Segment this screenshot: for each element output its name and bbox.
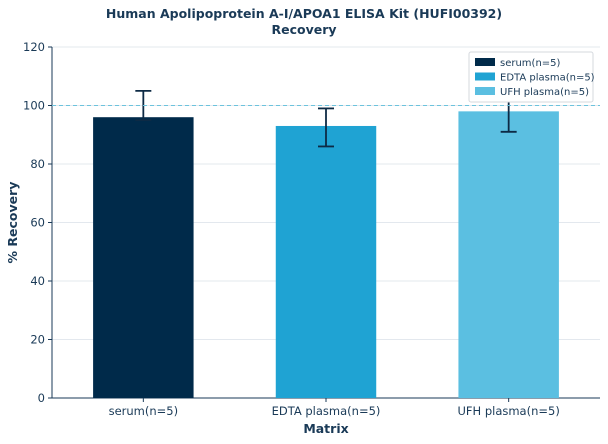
legend-swatch	[475, 87, 495, 95]
x-tick-label: serum(n=5)	[109, 404, 179, 418]
bar	[93, 117, 194, 398]
chart-subtitle: Recovery	[271, 22, 337, 37]
y-axis-label: % Recovery	[5, 182, 20, 264]
x-axis-label: Matrix	[303, 421, 348, 436]
legend-label: serum(n=5)	[500, 58, 561, 69]
y-tick-label: 0	[38, 391, 45, 405]
legend-swatch	[475, 72, 495, 81]
y-tick-label: 60	[30, 216, 45, 230]
y-tick-label: 80	[30, 157, 45, 171]
legend-box	[468, 51, 594, 103]
chart-title: Human Apolipoprotein A-I/APOA1 ELISA Kit…	[105, 6, 503, 21]
x-tick-label: UFH plasma(n=5)	[457, 404, 559, 418]
y-tick-label: 120	[23, 40, 45, 54]
legend-swatch	[475, 58, 495, 66]
y-tick-label: 40	[30, 274, 45, 288]
bar	[275, 125, 377, 398]
x-tick-label: EDTA plasma(n=5)	[272, 404, 381, 418]
y-tick-label: 100	[23, 99, 45, 113]
y-tick-label: 20	[30, 333, 45, 347]
bar	[458, 111, 559, 398]
legend-label: UFH plasma(n=5)	[500, 87, 589, 98]
legend-label: EDTA plasma(n=5)	[500, 73, 595, 84]
